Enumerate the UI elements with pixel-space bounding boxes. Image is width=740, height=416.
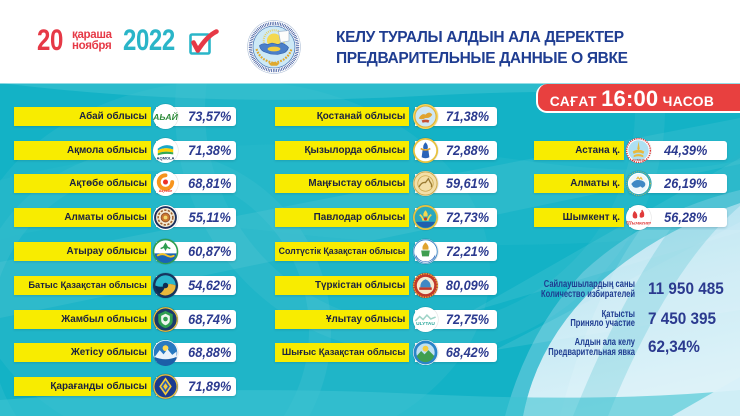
svg-text:Ақтөбе: Ақтөбе [159,189,172,193]
svg-text:Шымкент: Шымкент [625,221,651,227]
svg-text:АЬАЙ: АЬАЙ [152,111,178,122]
svg-text:ULYTAU: ULYTAU [416,320,435,326]
svg-text:AQMOLA: AQMOLA [157,155,175,160]
svg-text:АСТАНА: АСТАНА [632,157,645,161]
